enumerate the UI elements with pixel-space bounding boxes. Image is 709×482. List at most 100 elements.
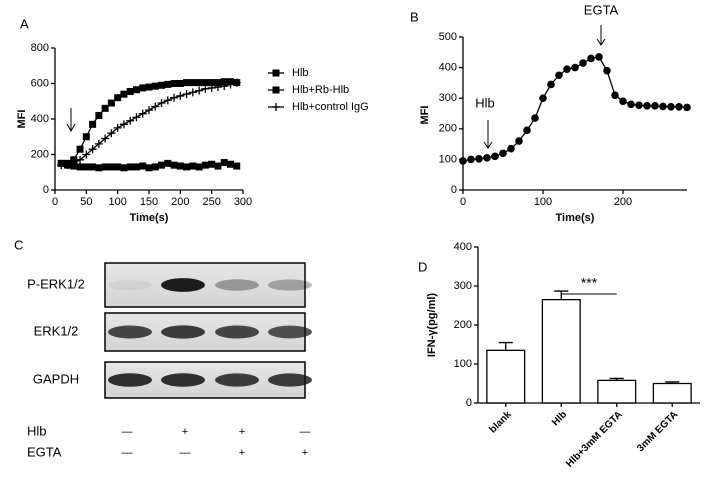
bar [597,379,637,404]
y-tick-label: 100 [454,358,472,370]
y-tick-label: 100 [439,153,457,165]
data-point [151,163,159,171]
error-bar [498,341,513,351]
data-point [89,163,97,171]
data-point [611,91,619,99]
data-point [201,84,210,93]
data-point [220,158,228,166]
error-bar [609,377,624,381]
data-point [226,160,234,168]
data-point [107,163,115,171]
x-tick-label: 300 [234,196,252,208]
data-point [595,53,603,61]
panel-label: B [410,9,419,24]
data-point [120,164,128,172]
x-tick-label: 150 [140,196,158,208]
data-point [82,163,90,171]
data-point [651,102,659,110]
legend-label: Hlb+control IgG [292,101,369,113]
y-tick-label: 0 [451,184,457,196]
data-point [507,144,515,153]
data-point [188,88,197,97]
data-point [139,84,147,92]
data-point [189,162,197,170]
series-line [61,81,237,165]
data-point [201,161,209,169]
condition-sign: + [302,447,308,459]
y-tick-label: 300 [439,92,457,104]
data-point [113,123,122,132]
data-point [675,102,683,111]
data-point [145,164,153,172]
data-point [126,163,134,171]
data-point [499,149,507,158]
y-tick-label: 800 [31,42,49,54]
series-line [61,81,237,166]
x-tick-label: 0 [460,196,466,208]
arrow [596,25,606,46]
data-point [201,79,209,87]
data-point [69,159,78,168]
data-point [659,102,667,111]
y-tick-label: 400 [454,241,472,253]
data-point [126,116,135,125]
condition-sign: + [239,426,245,438]
data-point [114,163,122,171]
data-point [627,100,635,109]
data-point [683,103,691,112]
y-tick-label: 200 [454,319,472,331]
data-point [164,159,172,167]
bar [541,298,581,404]
data-point [132,86,140,94]
legend-label: Hlb+Rb-Hlb [292,84,349,96]
y-tick-label: 0 [43,184,49,196]
error-bar [665,381,680,384]
row-label: P-ERK1/2 [27,276,85,291]
data-point [170,161,178,169]
y-axis-label: IFN-γ(pg/ml) [426,293,438,357]
data-point [176,162,184,170]
x-tick-label: 200 [171,196,189,208]
data-point [195,163,203,171]
y-tick-label: 600 [31,77,49,89]
legend-marker [272,69,280,77]
data-point [515,137,523,145]
row-label: ERK1/2 [34,323,79,338]
legend-marker [272,103,280,111]
data-point [579,59,587,67]
data-point [163,96,172,105]
data-point [483,154,491,162]
band [108,279,152,291]
data-point [643,102,651,110]
bar [486,349,526,404]
data-point [459,157,467,165]
data-point [587,54,595,63]
data-point [232,78,241,87]
data-point [491,152,499,161]
data-point [138,109,147,118]
bar [652,382,692,404]
panel-label: C [14,237,23,252]
data-point [101,134,110,143]
data-point [182,90,191,99]
data-point [139,162,147,170]
condition-sign: — [122,447,133,459]
panel-label: A [20,16,29,31]
data-point [603,66,611,75]
arrow [66,108,76,133]
data-point [635,101,643,110]
data-point [195,79,203,87]
data-point [151,102,160,111]
data-point [183,163,191,171]
data-point [89,120,97,128]
data-point [94,139,103,148]
y-tick-label: 500 [439,31,457,43]
data-point [531,114,539,122]
condition-sign: + [239,447,245,459]
data-point [547,80,555,89]
x-tick-label: Hlb+3mM EGTA [564,409,624,469]
data-point [208,160,216,168]
data-point [145,83,153,91]
y-tick-label: 400 [31,113,49,125]
